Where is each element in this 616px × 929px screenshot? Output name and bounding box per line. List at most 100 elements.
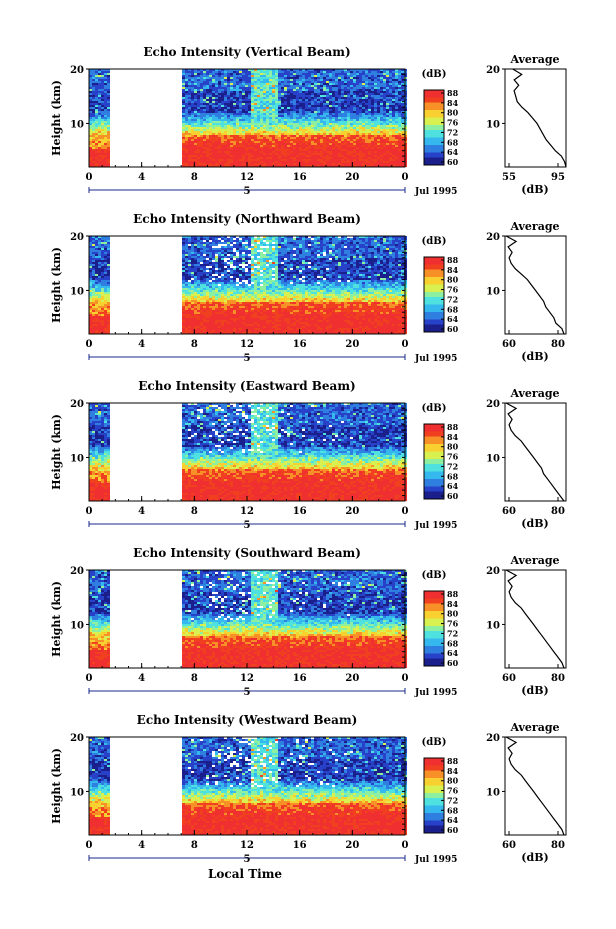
colorbar-tick-label: 88 — [447, 88, 459, 98]
average-x-tick-label: 95 — [551, 172, 565, 183]
colorbar-swatch — [424, 426, 444, 430]
average-y-tick-label: 10 — [486, 453, 500, 464]
colorbar-unit: (dB) — [422, 403, 447, 414]
average-title: Average — [509, 554, 559, 567]
x-tick-label: 0 — [402, 339, 409, 350]
colorbar-swatch — [424, 155, 444, 158]
colorbar-swatch — [424, 476, 444, 480]
colorbar-swatch — [424, 788, 444, 791]
colorbar-tick-label: 64 — [447, 815, 459, 825]
colorbar-swatch — [424, 593, 444, 597]
colorbar-swatch — [424, 805, 444, 809]
x-tick-label: 12 — [240, 840, 254, 851]
colorbar-tick-label: 76 — [447, 619, 459, 629]
colorbar-swatch — [424, 272, 444, 275]
colorbar-swatch — [424, 317, 444, 320]
colorbar-swatch — [424, 120, 444, 123]
colorbar-tick-label: 72 — [447, 628, 458, 638]
colorbar-swatch — [424, 471, 444, 475]
colorbar-unit: (dB) — [422, 69, 447, 80]
x-tick-label: 8 — [191, 673, 198, 684]
average-x-tick-label: 60 — [502, 840, 516, 851]
colorbar-tick-label: 76 — [447, 452, 459, 462]
colorbar-tick-label: 68 — [447, 471, 459, 481]
colorbar-tick-label: 64 — [447, 648, 459, 658]
y-tick-label: 10 — [70, 453, 84, 464]
colorbar-swatch — [424, 760, 444, 764]
colorbar-swatch — [424, 810, 444, 814]
colorbar-swatch — [424, 294, 444, 298]
average-frame — [504, 736, 567, 836]
y-tick-label: 20 — [70, 399, 84, 410]
average-x-label: (dB) — [521, 684, 548, 697]
colorbar-tick-label: 72 — [447, 461, 458, 471]
colorbar-tick-label: 72 — [447, 127, 458, 137]
colorbar-swatch — [424, 651, 444, 654]
colorbar-swatch — [424, 262, 444, 265]
colorbar-swatch — [424, 150, 444, 153]
colorbar-swatch — [424, 142, 444, 146]
colorbar-swatch — [424, 299, 444, 303]
colorbar-swatch — [424, 302, 444, 305]
colorbar-swatch — [424, 795, 444, 799]
colorbar-swatch — [424, 616, 444, 619]
colorbar-swatch — [424, 324, 444, 328]
colorbar-swatch — [424, 808, 444, 811]
average-y-tick-label: 10 — [486, 119, 500, 130]
colorbar-tick-label: 80 — [447, 108, 459, 118]
x-tick-label: 12 — [240, 673, 254, 684]
y-tick-label: 10 — [70, 286, 84, 297]
colorbar-swatch — [424, 439, 444, 442]
colorbar-swatch — [424, 434, 444, 437]
colorbar-swatch — [424, 454, 444, 457]
average-frame — [504, 235, 567, 335]
colorbar-tick-label: 84 — [447, 432, 459, 442]
colorbar-swatch — [424, 152, 444, 156]
day-marker: 5 — [244, 186, 251, 197]
y-tick-label: 10 — [70, 787, 84, 798]
colorbar-tick-label: 84 — [447, 599, 459, 609]
colorbar-tick-label: 76 — [447, 118, 459, 128]
colorbar-swatch — [424, 162, 444, 166]
x-tick-label: 8 — [191, 339, 198, 350]
x-tick-label: 0 — [402, 506, 409, 517]
colorbar-swatch — [424, 327, 444, 330]
colorbar-swatch — [424, 279, 444, 283]
colorbar-swatch — [424, 287, 444, 290]
colorbar-swatch — [424, 643, 444, 647]
colorbar-swatch — [424, 618, 444, 622]
panel-2: Echo Intensity (Eastward Beam) 0 4 8 12 16 20 0… — [50, 379, 567, 531]
x-tick-label: 0 — [86, 840, 93, 851]
y-axis-label: Height (km) — [50, 414, 63, 490]
colorbar-swatch — [424, 102, 444, 106]
colorbar-tick-label: 68 — [447, 137, 459, 147]
colorbar-swatch — [424, 591, 444, 594]
colorbar-tick-label: 60 — [447, 324, 459, 334]
x-tick-label: 20 — [345, 673, 359, 684]
colorbar-swatch — [424, 481, 444, 485]
colorbar-swatch — [424, 429, 444, 432]
colorbar-swatch — [424, 284, 444, 288]
average-frame — [504, 68, 567, 168]
colorbar-swatch — [424, 608, 444, 612]
colorbar-swatch — [424, 145, 444, 148]
colorbar-swatch — [424, 830, 444, 834]
colorbar-swatch — [424, 783, 444, 786]
colorbar-swatch — [424, 117, 444, 121]
day-marker: 5 — [244, 520, 251, 531]
colorbar-swatch — [424, 800, 444, 804]
average-x-tick-label: 60 — [502, 673, 516, 684]
colorbar-swatch — [424, 135, 444, 138]
colorbar-swatch — [424, 459, 444, 462]
colorbar-swatch — [424, 621, 444, 624]
y-tick-label: 20 — [70, 566, 84, 577]
average-y-tick-label: 20 — [486, 232, 500, 243]
colorbar-swatch — [424, 623, 444, 627]
colorbar-swatch — [424, 424, 444, 427]
colorbar-swatch — [424, 314, 444, 318]
colorbar-tick-label: 76 — [447, 285, 459, 295]
